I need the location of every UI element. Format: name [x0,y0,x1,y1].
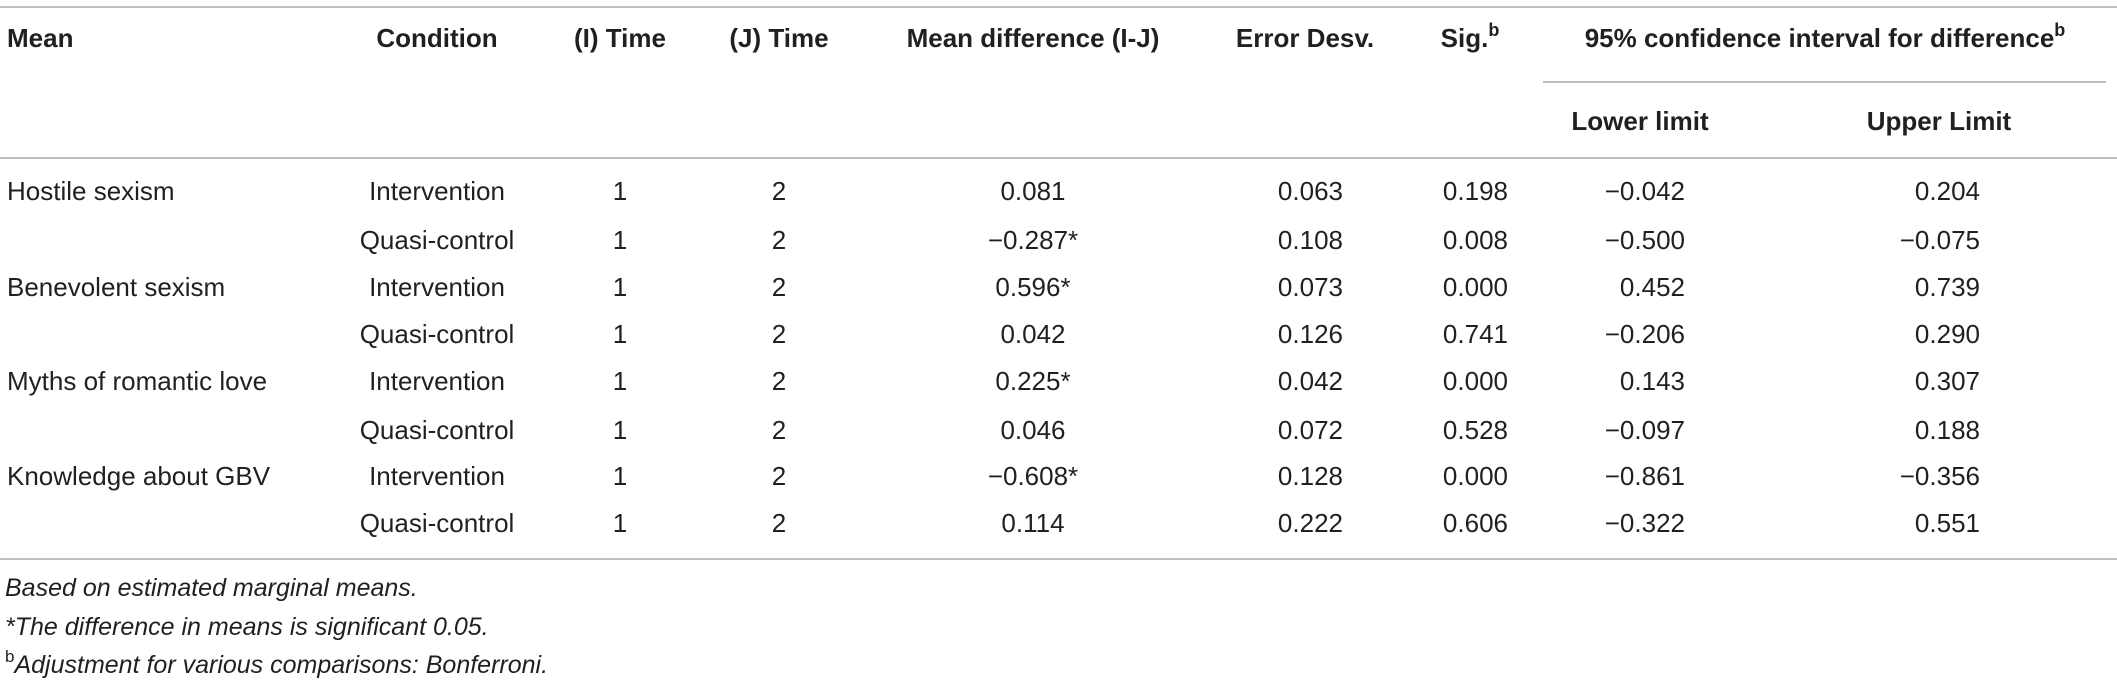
cell: 0.606 [1443,508,1508,538]
cell: 0.307 [1915,366,1980,396]
cell: 0.198 [1443,176,1508,206]
cell: 0.452 [1620,272,1685,302]
cell: 1 [613,508,627,538]
cell: Intervention [369,461,505,491]
cell: −0.322 [1605,508,1685,538]
cell: 0.000 [1443,366,1508,396]
footnote-text: *The difference in means is significant … [5,613,489,641]
cell: 0.188 [1915,415,1980,445]
cell: 2 [772,319,786,349]
column-header: (I) Time [574,23,666,53]
cell: 2 [772,176,786,206]
cell: Quasi-control [360,508,515,538]
cell: 0.114 [1001,508,1064,538]
column-header: Mean difference (I-J) [907,23,1160,53]
cell: 2 [772,225,786,255]
cell: 0.739 [1915,272,1980,302]
cell: 2 [772,508,786,538]
cell: 0.073 [1278,272,1343,302]
header-text: 95% confidence interval for difference [1585,23,2055,53]
cell: 0.290 [1915,319,1980,349]
cell: 0.081 [1000,176,1065,206]
row-label: Myths of romantic love [7,366,267,396]
cell: 0.108 [1278,225,1343,255]
cell: 0.528 [1443,415,1508,445]
cell: 0.222 [1278,508,1343,538]
footnote: bAdjustment for various comparisons: Bon… [5,647,548,678]
cell: −0.861 [1605,461,1685,491]
footnote: *The difference in means is significant … [5,613,489,641]
footnote-superscript: b [5,647,14,666]
cell: 1 [613,272,627,302]
cell: 0.128 [1278,461,1343,491]
cell: 0.741 [1443,319,1508,349]
cell: 1 [613,319,627,349]
cell: Quasi-control [360,225,515,255]
cell: 0.042 [1278,366,1343,396]
header-superscript: b [1488,20,1499,40]
header-superscript: b [2054,20,2065,40]
cell: 1 [613,225,627,255]
subheader: Lower limit [1571,106,1709,136]
cell: Intervention [369,366,505,396]
row-label: Hostile sexism [7,176,175,206]
subheader: Upper Limit [1867,106,2012,136]
cell: 0.225* [995,366,1070,396]
cell: 1 [613,366,627,396]
header-text: Sig. [1441,23,1489,53]
cell: 0.596* [995,272,1070,302]
row-label: Benevolent sexism [7,272,225,302]
row-label: Knowledge about GBV [7,461,271,491]
cell: 0.000 [1443,461,1508,491]
footnote-text: Based on estimated marginal means. [5,574,418,602]
column-header: Mean [7,23,73,53]
cell: −0.500 [1605,225,1685,255]
cell: 0.126 [1278,319,1343,349]
cell: 1 [613,176,627,206]
cell: 2 [772,461,786,491]
cell: 0.063 [1278,176,1343,206]
cell: 2 [772,415,786,445]
cell: 0.551 [1915,508,1980,538]
column-header: (J) Time [729,23,828,53]
footnote-text: Adjustment for various comparisons: Bonf… [12,651,548,679]
cell: −0.042 [1605,176,1685,206]
cell: 0.000 [1443,272,1508,302]
cell: Quasi-control [360,415,515,445]
cell: 0.204 [1915,176,1980,206]
cell: 1 [613,461,627,491]
cell: Quasi-control [360,319,515,349]
cell: 0.008 [1443,225,1508,255]
cell: 1 [613,415,627,445]
column-header: Sig.b [1441,20,1500,53]
cell: 0.072 [1278,415,1343,445]
footnote: Based on estimated marginal means. [5,574,418,602]
cell: 0.042 [1000,319,1065,349]
column-header: Condition [376,23,497,53]
cell: Intervention [369,272,505,302]
cell: 2 [772,366,786,396]
cell: 2 [772,272,786,302]
cell: −0.287* [988,225,1078,255]
column-header: Error Desv. [1236,23,1374,53]
cell: −0.608* [988,461,1078,491]
column-header: 95% confidence interval for differenceb [1585,20,2066,53]
cell: 0.143 [1620,366,1685,396]
cell: −0.075 [1900,225,1980,255]
cell: 0.046 [1000,415,1065,445]
cell: −0.097 [1605,415,1685,445]
cell: −0.206 [1605,319,1685,349]
cell: −0.356 [1900,461,1980,491]
cell: Intervention [369,176,505,206]
